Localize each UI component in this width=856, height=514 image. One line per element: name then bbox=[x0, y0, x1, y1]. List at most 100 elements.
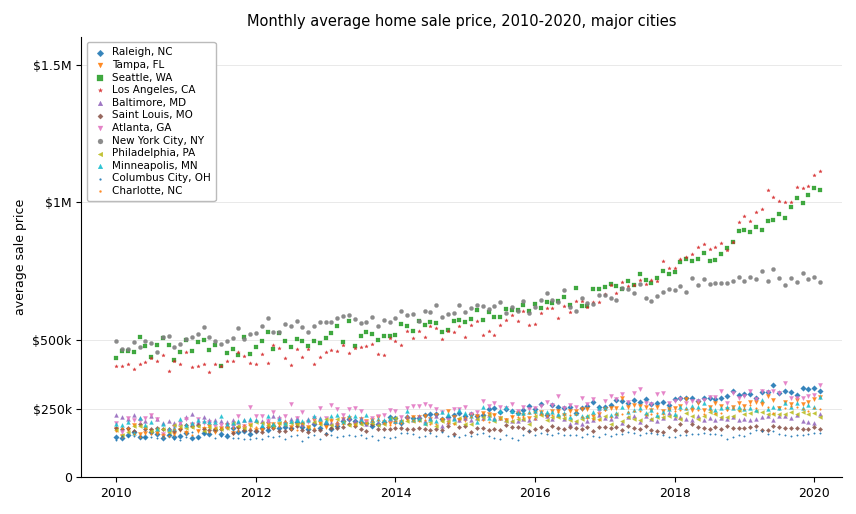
Los Angeles, CA bbox=[318, 348, 332, 356]
New York City, NY bbox=[761, 277, 775, 285]
Los Angeles, CA bbox=[534, 308, 548, 317]
Saint Louis, MO bbox=[639, 422, 652, 430]
Raleigh, NC bbox=[372, 419, 385, 428]
New York City, NY bbox=[266, 328, 280, 336]
Los Angeles, CA bbox=[668, 264, 681, 272]
Raleigh, NC bbox=[313, 425, 327, 433]
Minneapolis, MN bbox=[621, 408, 635, 416]
Atlanta, GA bbox=[586, 395, 600, 403]
Tampa, FL bbox=[295, 420, 309, 429]
New York City, NY bbox=[383, 318, 396, 326]
Charlotte, NC bbox=[289, 426, 303, 434]
Columbus City, OH bbox=[243, 435, 257, 443]
Raleigh, NC bbox=[563, 402, 577, 411]
Baltimore, MD bbox=[522, 416, 536, 425]
Columbus City, OH bbox=[395, 429, 408, 437]
Atlanta, GA bbox=[580, 400, 594, 408]
Tampa, FL bbox=[743, 398, 757, 407]
Saint Louis, MO bbox=[609, 423, 623, 431]
Seattle, WA bbox=[691, 254, 704, 263]
Raleigh, NC bbox=[168, 433, 181, 441]
Charlotte, NC bbox=[790, 403, 804, 411]
Columbus City, OH bbox=[755, 427, 769, 435]
Saint Louis, MO bbox=[453, 423, 467, 431]
Minneapolis, MN bbox=[156, 420, 169, 428]
Baltimore, MD bbox=[289, 414, 303, 422]
Tampa, FL bbox=[528, 409, 542, 417]
Minneapolis, MN bbox=[435, 408, 449, 416]
Los Angeles, CA bbox=[470, 317, 484, 325]
Philadelphia, PA bbox=[453, 414, 467, 422]
Seattle, WA bbox=[528, 300, 542, 308]
Saint Louis, MO bbox=[767, 422, 781, 430]
Raleigh, NC bbox=[580, 402, 594, 410]
Charlotte, NC bbox=[680, 406, 693, 414]
Tampa, FL bbox=[651, 403, 664, 411]
Saint Louis, MO bbox=[522, 427, 536, 435]
Raleigh, NC bbox=[395, 419, 408, 427]
Minneapolis, MN bbox=[674, 403, 687, 411]
Saint Louis, MO bbox=[476, 424, 490, 432]
Atlanta, GA bbox=[540, 398, 554, 406]
Columbus City, OH bbox=[447, 432, 461, 440]
Charlotte, NC bbox=[208, 424, 222, 432]
Columbus City, OH bbox=[156, 432, 169, 440]
Charlotte, NC bbox=[743, 401, 757, 409]
Seattle, WA bbox=[412, 317, 425, 325]
Tampa, FL bbox=[249, 426, 263, 434]
Charlotte, NC bbox=[127, 430, 140, 438]
Seattle, WA bbox=[709, 255, 722, 264]
Minneapolis, MN bbox=[185, 419, 199, 427]
Tampa, FL bbox=[540, 411, 554, 419]
Seattle, WA bbox=[633, 270, 646, 278]
Raleigh, NC bbox=[261, 426, 275, 434]
Baltimore, MD bbox=[645, 415, 658, 423]
Charlotte, NC bbox=[813, 405, 827, 413]
Baltimore, MD bbox=[366, 416, 379, 424]
Los Angeles, CA bbox=[697, 240, 710, 248]
Saint Louis, MO bbox=[318, 430, 332, 438]
Los Angeles, CA bbox=[203, 368, 217, 376]
Seattle, WA bbox=[318, 334, 332, 342]
Raleigh, NC bbox=[685, 394, 698, 402]
Baltimore, MD bbox=[528, 414, 542, 422]
Saint Louis, MO bbox=[366, 420, 379, 429]
New York City, NY bbox=[627, 289, 641, 297]
Columbus City, OH bbox=[389, 433, 402, 442]
Seattle, WA bbox=[313, 338, 327, 346]
Raleigh, NC bbox=[459, 412, 473, 420]
Atlanta, GA bbox=[121, 414, 134, 422]
Raleigh, NC bbox=[609, 396, 623, 405]
Baltimore, MD bbox=[534, 409, 548, 417]
Minneapolis, MN bbox=[709, 406, 722, 414]
Columbus City, OH bbox=[574, 433, 588, 441]
Los Angeles, CA bbox=[389, 337, 402, 345]
Charlotte, NC bbox=[528, 415, 542, 423]
Minneapolis, MN bbox=[732, 403, 746, 412]
New York City, NY bbox=[342, 311, 356, 319]
Minneapolis, MN bbox=[738, 405, 752, 413]
Columbus City, OH bbox=[372, 435, 385, 444]
Raleigh, NC bbox=[220, 431, 234, 439]
Raleigh, NC bbox=[615, 397, 629, 406]
Philadelphia, PA bbox=[447, 419, 461, 428]
Saint Louis, MO bbox=[301, 428, 315, 436]
Tampa, FL bbox=[609, 403, 623, 412]
Tampa, FL bbox=[441, 407, 455, 415]
Seattle, WA bbox=[395, 320, 408, 328]
New York City, NY bbox=[261, 314, 275, 322]
Saint Louis, MO bbox=[801, 426, 815, 434]
Atlanta, GA bbox=[185, 420, 199, 428]
Seattle, WA bbox=[470, 306, 484, 314]
Seattle, WA bbox=[366, 330, 379, 338]
Charlotte, NC bbox=[464, 413, 478, 421]
Raleigh, NC bbox=[790, 391, 804, 399]
Atlanta, GA bbox=[592, 407, 606, 415]
Columbus City, OH bbox=[615, 430, 629, 438]
New York City, NY bbox=[139, 337, 152, 345]
Tampa, FL bbox=[203, 421, 217, 430]
Minneapolis, MN bbox=[162, 425, 175, 433]
Atlanta, GA bbox=[738, 392, 752, 400]
Saint Louis, MO bbox=[412, 424, 425, 432]
Minneapolis, MN bbox=[645, 407, 658, 415]
